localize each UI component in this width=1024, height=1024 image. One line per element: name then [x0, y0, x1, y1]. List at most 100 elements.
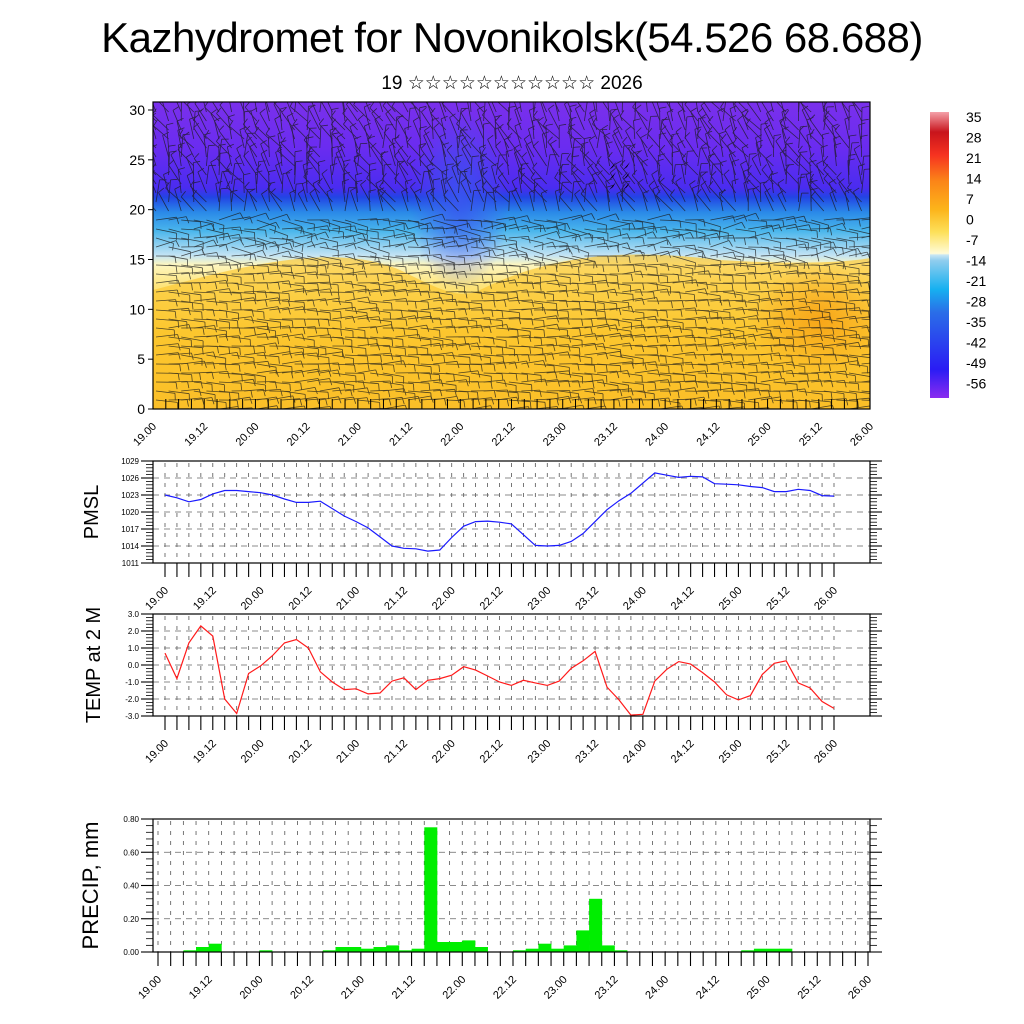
- wind-barb-flag: [270, 93, 275, 98]
- wind-barb-shaft: [168, 307, 189, 311]
- wind-barb-flag: [592, 381, 595, 389]
- wind-barb-flag: [657, 369, 661, 377]
- wind-barb-flag: [355, 179, 363, 183]
- wind-barb-flag: [371, 108, 378, 114]
- wind-barb-flag: [220, 187, 228, 190]
- x-tick-label: 20.00: [239, 585, 267, 613]
- wind-barb-flag: [807, 374, 809, 382]
- wind-barb-flag: [193, 181, 201, 184]
- wind-barb-shaft: [798, 246, 817, 249]
- wind-barb-shaft: [571, 213, 592, 221]
- wind-barb-flag: [343, 381, 346, 389]
- wind-barb-shaft: [153, 178, 157, 185]
- wind-barb-flag: [637, 178, 644, 184]
- wind-barb-shaft: [483, 273, 508, 276]
- wind-barb-flag: [720, 188, 726, 195]
- wind-barb-flag: [239, 302, 242, 310]
- wind-barb-flag: [792, 338, 795, 346]
- wind-barb-shaft: [445, 219, 467, 222]
- wind-barb-shaft: [281, 390, 306, 395]
- wind-barb-shaft: [710, 175, 724, 194]
- wind-barb-flag: [343, 118, 348, 125]
- wind-barb-shaft: [699, 118, 711, 140]
- wind-barb-shaft: [823, 398, 847, 401]
- wind-barb-shaft: [281, 381, 301, 384]
- wind-barb-shaft: [533, 116, 547, 131]
- wind-barb-shaft: [155, 273, 177, 276]
- wind-barb-flag: [394, 134, 400, 141]
- wind-barb-shaft: [540, 102, 547, 122]
- wind-barb-flag: [872, 293, 873, 300]
- wind-barb-shaft: [517, 170, 522, 194]
- wind-barb-shaft: [236, 148, 245, 167]
- wind-barb-flag: [691, 408, 692, 409]
- wind-barb-flag: [651, 170, 658, 175]
- wind-barb-flag: [323, 89, 329, 93]
- wind-barb-flag: [256, 163, 262, 170]
- wind-barb-shaft: [496, 317, 520, 320]
- wind-barb-flag: [253, 297, 257, 305]
- wind-barb-flag: [249, 188, 256, 193]
- wind-barb-flag: [754, 266, 757, 274]
- wind-barb-flag: [720, 373, 723, 381]
- wind-barb-shaft: [294, 241, 312, 248]
- wind-barb-shaft: [584, 237, 604, 239]
- wind-barb-flag: [268, 181, 276, 185]
- wind-barb-shaft: [559, 390, 579, 394]
- wind-barb-shaft: [497, 128, 510, 149]
- wind-barb-shaft: [836, 288, 858, 293]
- wind-barb-shaft: [344, 309, 368, 314]
- wind-barb-shaft: [848, 345, 870, 348]
- wind-barb-flag: [668, 365, 670, 374]
- wind-barb-shaft: [206, 318, 230, 323]
- wind-barb-flag: [831, 123, 839, 127]
- wind-barb-flag: [277, 282, 281, 290]
- wind-barb-flag: [305, 167, 313, 170]
- wind-barb-shaft: [168, 318, 187, 323]
- wind-barb-flag: [244, 181, 250, 188]
- wind-barb-shaft: [306, 106, 309, 131]
- wind-barb-flag: [201, 89, 207, 92]
- wind-barb-flag: [706, 282, 709, 290]
- wind-barb-shaft: [647, 379, 669, 383]
- wind-barb-shaft: [332, 354, 354, 359]
- wind-barb-flag: [666, 237, 669, 245]
- wind-barb-shaft: [777, 194, 787, 212]
- wind-barb-shaft: [455, 166, 472, 185]
- wind-barb-flag: [527, 354, 531, 362]
- y-tick-label: 3.0: [128, 610, 140, 619]
- wind-barb-flag: [849, 104, 857, 107]
- y-tick-label: -1.0: [125, 678, 139, 687]
- precip-bar: [513, 950, 526, 952]
- wind-barb-shaft: [181, 237, 204, 243]
- wind-barb-shaft: [294, 161, 297, 185]
- wind-barb-shaft: [672, 327, 693, 331]
- wind-barb-shaft: [248, 192, 258, 212]
- wind-barb-shaft: [696, 194, 711, 212]
- wind-barb-shaft: [861, 344, 870, 347]
- wind-barb-shaft: [193, 219, 214, 225]
- wind-barb-shaft: [785, 298, 805, 302]
- chart-title: Kazhydromet for Novonikolsk(54.526 68.68…: [101, 14, 923, 61]
- wind-barb-flag: [444, 398, 447, 406]
- wind-barb-shaft: [442, 103, 459, 122]
- x-tick-label: 25.12: [764, 585, 792, 613]
- wind-barb-shaft: [785, 224, 810, 230]
- wind-barb-shaft: [382, 264, 406, 268]
- wind-barb-shaft: [748, 219, 767, 222]
- wind-barb-shaft: [748, 255, 770, 262]
- y-tick-label: 1029: [121, 457, 139, 466]
- wind-barb-flag: [779, 298, 782, 306]
- wind-barb-shaft: [596, 300, 617, 305]
- wind-barb-shaft: [773, 381, 797, 385]
- y-tick-label: 0.00: [123, 948, 139, 957]
- wind-barb-shaft: [269, 271, 293, 275]
- wind-barb-shaft: [274, 118, 283, 140]
- wind-barb-shaft: [848, 372, 870, 377]
- wind-barb-flag: [618, 308, 622, 316]
- wind-barb-flag: [440, 307, 444, 315]
- wind-barb-shaft: [433, 325, 455, 329]
- wind-barb-flag: [622, 172, 628, 178]
- wind-barb-shaft: [445, 354, 470, 358]
- wind-barb-flag: [809, 114, 816, 120]
